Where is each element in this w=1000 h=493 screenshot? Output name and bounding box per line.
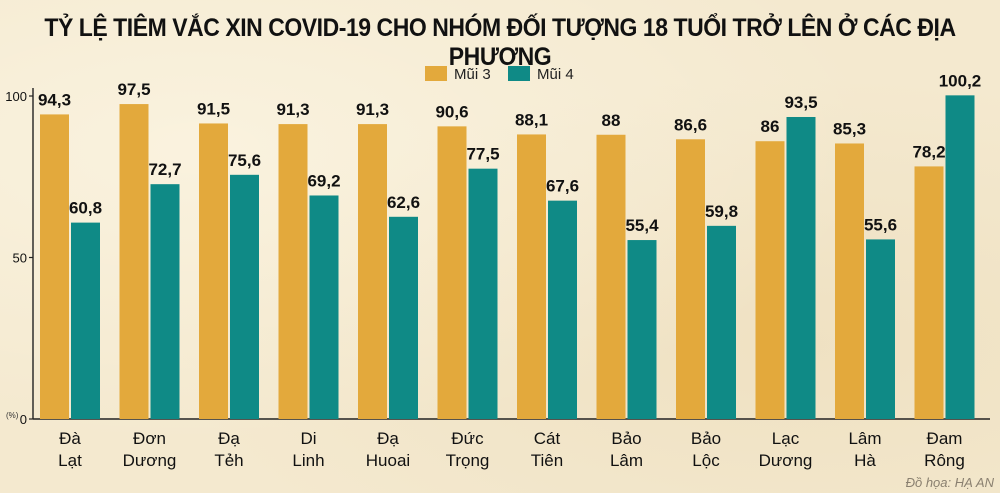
y-tick-label: 0 — [20, 412, 27, 427]
data-label-mui-3: 78,2 — [912, 142, 945, 161]
data-label-mui-3: 94,3 — [38, 90, 71, 109]
bar-mui-3 — [755, 141, 785, 419]
bar-mui-4 — [150, 184, 180, 419]
x-tick-label-line1: Lạc — [772, 429, 800, 448]
bar-mui-3 — [914, 166, 944, 419]
data-label-mui-3: 91,3 — [356, 100, 389, 119]
data-label-mui-4: 62,6 — [387, 193, 420, 212]
x-tick-label-line1: Đức — [451, 429, 484, 448]
y-axis-unit: (%) — [6, 411, 19, 420]
legend-swatch-mui-3 — [425, 66, 447, 81]
data-label-mui-4: 55,6 — [864, 215, 897, 234]
bar-mui-3 — [278, 124, 308, 419]
data-label-mui-3: 86 — [761, 117, 780, 136]
x-tick-label-line1: Đam — [927, 429, 963, 448]
data-label-mui-3: 85,3 — [833, 119, 866, 138]
y-tick-label: 100 — [5, 89, 27, 104]
data-label-mui-4: 100,2 — [939, 71, 982, 90]
bar-mui-4 — [548, 200, 577, 419]
data-label-mui-4: 60,8 — [69, 199, 102, 218]
x-tick-label-line2: Hà — [854, 451, 876, 470]
bar-mui-3 — [40, 114, 69, 419]
x-tick-label-line2: Trọng — [446, 451, 490, 470]
bar-mui-4 — [866, 239, 895, 419]
y-tick-label: 50 — [13, 251, 27, 266]
x-tick-label-line1: Lâm — [848, 429, 881, 448]
x-tick-label-line1: Cát — [534, 429, 561, 448]
bar-mui-3 — [517, 134, 546, 419]
bar-mui-4 — [71, 222, 100, 419]
bar-mui-3 — [119, 104, 149, 419]
bar-mui-3 — [676, 139, 705, 420]
x-tick-label-line2: Lâm — [610, 451, 643, 470]
x-tick-label-line2: Lạt — [58, 451, 82, 470]
bar-mui-4 — [468, 168, 498, 419]
bar-mui-3 — [358, 124, 387, 419]
bar-mui-4 — [309, 195, 339, 419]
chart-title: TỶ LỆ TIÊM VẮC XIN COVID-19 CHO NHÓM ĐỐI… — [44, 14, 956, 71]
x-tick-label-line2: Dương — [759, 451, 813, 470]
data-label-mui-4: 55,4 — [625, 216, 659, 235]
x-tick-label-line2: Rông — [924, 451, 965, 470]
x-tick-label-line1: Đơn — [133, 429, 166, 448]
x-tick-label-line1: Di — [300, 429, 316, 448]
bar-mui-3 — [199, 123, 228, 419]
bar-mui-4 — [389, 216, 418, 419]
data-label-mui-4: 59,8 — [705, 202, 738, 221]
x-tick-label-line1: Đạ — [377, 429, 399, 448]
data-label-mui-4: 72,7 — [148, 160, 181, 179]
legend-label-mui-4: Mũi 4 — [537, 66, 574, 83]
legend-swatch-mui-4 — [508, 66, 530, 81]
x-tick-label-line1: Đà — [59, 429, 81, 448]
data-label-mui-3: 91,3 — [276, 100, 309, 119]
bar-mui-4 — [786, 116, 816, 420]
data-label-mui-3: 88 — [602, 111, 621, 130]
data-label-mui-3: 97,5 — [117, 80, 150, 99]
x-tick-label-line2: Dương — [123, 451, 177, 470]
data-label-mui-4: 93,5 — [784, 93, 817, 112]
data-label-mui-4: 67,6 — [546, 177, 579, 196]
bar-mui-4 — [230, 174, 259, 419]
credit-text: Đồ họa: HẠ AN — [905, 475, 994, 490]
data-label-mui-3: 91,5 — [197, 99, 230, 118]
x-tick-label-line2: Tiên — [531, 451, 563, 470]
x-tick-label-line2: Tẻh — [214, 451, 243, 470]
x-tick-label-line1: Bảo — [691, 429, 721, 448]
x-tick-label-line1: Bảo — [611, 429, 641, 448]
bar-mui-4 — [945, 95, 975, 419]
bar-mui-3 — [596, 134, 626, 419]
data-label-mui-4: 69,2 — [307, 171, 340, 190]
data-label-mui-3: 90,6 — [435, 102, 468, 121]
bar-mui-3 — [835, 143, 864, 419]
data-label-mui-4: 77,5 — [466, 145, 499, 164]
x-tick-label-line2: Huoai — [366, 451, 410, 470]
data-label-mui-3: 86,6 — [674, 115, 707, 134]
x-tick-label-line1: Đạ — [218, 429, 240, 448]
bar-mui-4 — [627, 240, 657, 419]
bar-mui-3 — [437, 126, 467, 419]
legend-label-mui-3: Mũi 3 — [454, 66, 491, 83]
x-tick-label-line2: Lộc — [692, 451, 720, 470]
bar-mui-4 — [707, 225, 736, 419]
x-tick-label-line2: Linh — [292, 451, 324, 470]
data-label-mui-4: 75,6 — [228, 151, 261, 170]
data-label-mui-3: 88,1 — [515, 110, 548, 129]
